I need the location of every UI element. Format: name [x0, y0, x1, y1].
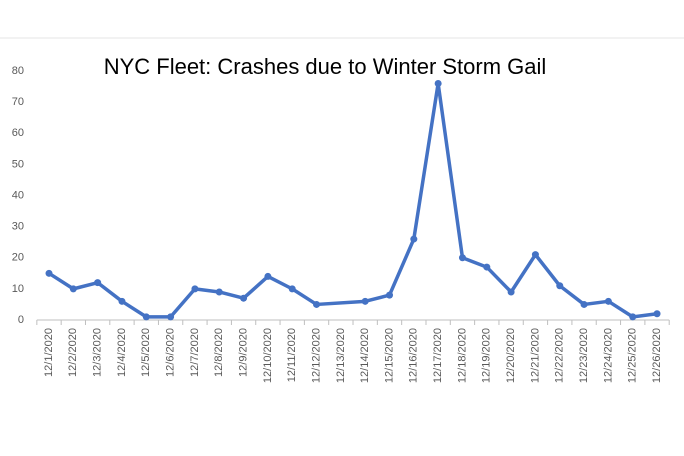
- point: [94, 279, 102, 287]
- point: [580, 300, 588, 308]
- y-tick-label: 60: [12, 127, 24, 139]
- y-tick-label: 20: [12, 252, 24, 264]
- point: [507, 288, 515, 296]
- x-tick-label: 12/15/2020: [383, 328, 395, 383]
- x-tick-label: 12/19/2020: [481, 328, 493, 383]
- x-tick-label: 12/18/2020: [456, 328, 468, 383]
- x-tick-label: 12/16/2020: [408, 328, 420, 383]
- x-tick-label: 12/20/2020: [505, 328, 517, 383]
- x-tick-label: 12/24/2020: [602, 328, 614, 383]
- point: [288, 285, 296, 293]
- x-tick-label: 12/11/2020: [286, 328, 298, 382]
- point: [483, 263, 491, 271]
- point: [191, 285, 199, 293]
- x-tick-label: 12/7/2020: [189, 328, 201, 377]
- point: [653, 310, 661, 318]
- gap-bridge: [314, 299, 367, 307]
- y-tick-label: 70: [12, 96, 24, 108]
- series-line: [47, 271, 319, 319]
- point: [386, 291, 394, 299]
- x-tick-label: 12/10/2020: [262, 328, 274, 383]
- x-tick-label: 12/13/2020: [335, 328, 347, 383]
- x-tick-label: 12/6/2020: [165, 328, 177, 377]
- point: [45, 269, 53, 277]
- point: [531, 251, 539, 259]
- y-tick-label: 40: [12, 189, 24, 201]
- x-tick-label: 12/26/2020: [651, 328, 663, 383]
- x-tick-label: 12/22/2020: [554, 328, 566, 383]
- y-tick-label: 10: [12, 283, 24, 295]
- x-tick-label: 12/5/2020: [140, 328, 152, 377]
- x-tick-label: 12/21/2020: [529, 328, 541, 383]
- x-tick-label: 12/1/2020: [43, 328, 55, 377]
- point: [604, 297, 612, 305]
- point: [167, 313, 175, 321]
- point: [215, 288, 223, 296]
- point: [410, 235, 418, 243]
- x-tick-label: 12/17/2020: [432, 328, 444, 383]
- point: [458, 254, 466, 262]
- series-line: [363, 81, 659, 319]
- point: [434, 79, 442, 87]
- point: [142, 313, 150, 321]
- point: [264, 272, 272, 280]
- y-tick-label: 80: [12, 65, 24, 77]
- point: [118, 297, 126, 305]
- point: [556, 282, 564, 290]
- x-tick-label: 12/3/2020: [92, 328, 104, 377]
- chart-title: NYC Fleet: Crashes due to Winter Storm G…: [104, 54, 547, 79]
- x-tick-label: 12/9/2020: [237, 328, 249, 377]
- x-tick-label: 12/12/2020: [310, 328, 322, 383]
- y-tick-label: 50: [12, 158, 24, 170]
- point: [240, 294, 248, 302]
- y-tick-label: 30: [12, 221, 24, 233]
- point: [69, 285, 77, 293]
- x-tick-label: 12/25/2020: [627, 328, 639, 383]
- point: [361, 297, 369, 305]
- x-tick-label: 12/2/2020: [67, 328, 79, 377]
- y-tick-label: 0: [18, 314, 24, 326]
- point: [313, 300, 321, 308]
- x-tick-label: 12/8/2020: [213, 328, 225, 377]
- x-tick-label: 12/23/2020: [578, 328, 590, 383]
- x-tick-label: 12/14/2020: [359, 328, 371, 383]
- x-tick-label: 12/4/2020: [116, 328, 128, 377]
- point: [629, 313, 637, 321]
